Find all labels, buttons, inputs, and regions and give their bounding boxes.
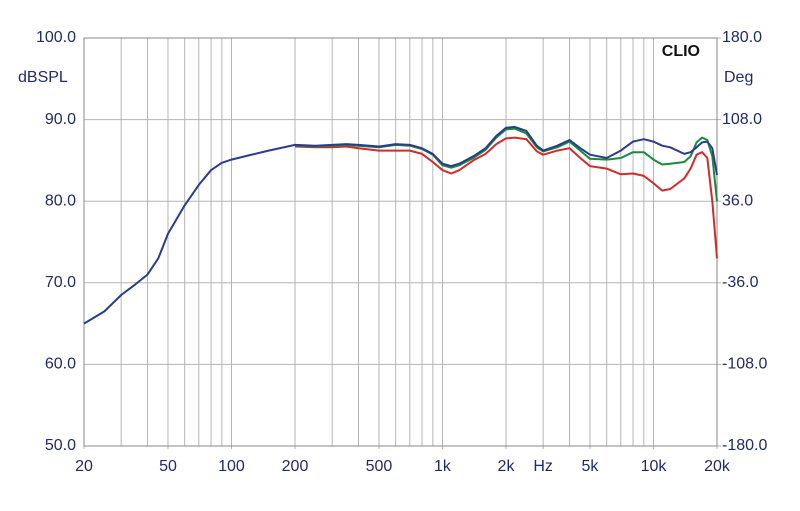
x-tick-label: 20 [75,458,93,475]
x-tick-label: 200 [282,458,309,475]
y2-tick-label: 36.0 [722,192,753,209]
x-tick-label: 50 [159,458,177,475]
x-tick-label: 20k [704,458,731,475]
plot-frame [83,37,718,447]
x-tick-label: 100 [218,458,245,475]
y2-axis-label: Deg [724,69,753,86]
y2-tick-label: -180.0 [722,437,767,454]
x-tick-label: 5k [582,458,600,475]
y-tick-label: 100.0 [36,29,76,46]
x-tick-label: 500 [366,458,393,475]
x-tick-label: 2k [498,458,516,475]
y-tick-label: 50.0 [45,437,76,454]
x-tick-label: 10k [641,458,668,475]
y2-tick-label: -36.0 [722,274,759,291]
y-tick-label: 80.0 [45,192,76,209]
y-tick-label: 60.0 [45,356,76,373]
y-tick-label: 90.0 [45,111,76,128]
y2-tick-label: -108.0 [722,356,767,373]
brand: CLIO [662,43,700,60]
y2-tick-label: 180.0 [722,29,762,46]
x-tick-label: 1k [434,458,452,475]
series-line [294,136,718,259]
y-axis-label: dBSPL [18,69,68,86]
y2-tick-label: 108.0 [722,111,762,128]
series-line [83,125,718,325]
x-tick-label: Hz [533,458,553,475]
y-tick-label: 70.0 [45,274,76,291]
